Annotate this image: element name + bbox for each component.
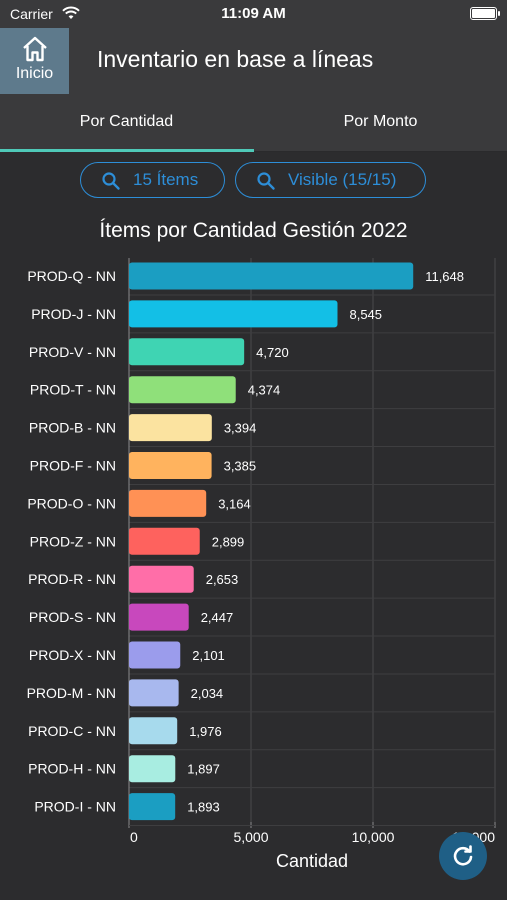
x-tick-label: 5,000 (233, 829, 268, 845)
x-axis-title: Cantidad (276, 851, 348, 871)
category-label: PROD-Q - NN (27, 268, 116, 284)
bar (129, 565, 194, 593)
category-label: PROD-O - NN (27, 495, 116, 511)
data-label: 2,101 (192, 648, 225, 663)
bar (129, 527, 200, 555)
data-label: 3,394 (224, 421, 257, 436)
data-label: 3,385 (224, 459, 257, 474)
data-label: 1,893 (187, 800, 220, 815)
category-label: PROD-F - NN (30, 458, 116, 474)
data-label: 2,653 (206, 572, 239, 587)
carrier-label: Carrier (10, 6, 53, 22)
data-label: 2,034 (191, 686, 224, 701)
x-tick-label: 10,000 (352, 829, 395, 845)
status-bar: Carrier 11:09 AM (0, 0, 507, 28)
bar (129, 755, 176, 783)
bar-chart: PROD-Q - NN 11,648 PROD-J - NN 8,545 PROD-V … (27, 258, 496, 871)
home-label: Inicio (15, 65, 54, 82)
bar (129, 679, 179, 707)
tab-por-monto[interactable]: Por Monto (343, 113, 418, 130)
bar (129, 414, 212, 442)
bar (129, 641, 181, 669)
wifi-icon (62, 6, 80, 25)
battery-icon (470, 7, 500, 20)
category-label: PROD-I - NN (34, 799, 116, 815)
category-label: PROD-X - NN (29, 647, 116, 663)
tab-bar: Por Cantidad Por Monto (0, 94, 507, 152)
tab-por-cantidad[interactable]: Por Cantidad (79, 113, 174, 130)
items-filter-button[interactable]: 15 Ítems (80, 162, 225, 198)
data-label: 1,976 (189, 724, 222, 739)
bar (129, 717, 178, 745)
bar (129, 489, 207, 517)
status-time: 11:09 AM (221, 5, 286, 22)
visible-filter-button[interactable]: Visible (15/15) (235, 162, 426, 198)
home-button[interactable]: Inicio (0, 28, 69, 94)
category-label: PROD-R - NN (28, 571, 116, 587)
data-label: 2,899 (212, 534, 245, 549)
data-label: 1,897 (187, 762, 220, 777)
category-label: PROD-Z - NN (30, 533, 116, 549)
category-label: PROD-H - NN (28, 761, 116, 777)
category-label: PROD-M - NN (27, 685, 116, 701)
x-tick-label: 0 (130, 829, 138, 845)
visible-filter-label: Visible (15/15) (288, 170, 397, 189)
bar (129, 793, 176, 821)
chart-title: Ítems por Cantidad Gestión 2022 (99, 219, 408, 242)
data-label: 4,374 (248, 383, 281, 398)
page-title: Inventario en base a líneas (97, 46, 374, 72)
bar (129, 338, 245, 366)
category-label: PROD-V - NN (29, 344, 116, 360)
data-label: 8,545 (349, 307, 382, 322)
category-label: PROD-J - NN (31, 306, 116, 322)
app-header: Inicio Inventario en base a líneas (0, 28, 507, 94)
data-label: 3,164 (218, 496, 251, 511)
bar (129, 300, 338, 328)
data-label: 2,447 (201, 610, 234, 625)
data-label: 11,648 (425, 269, 464, 284)
data-label: 4,720 (256, 345, 289, 360)
category-label: PROD-C - NN (28, 723, 116, 739)
bar (129, 603, 189, 631)
tab-indicator (0, 149, 254, 152)
bar (129, 376, 236, 404)
bar (129, 452, 212, 479)
items-filter-label: 15 Ítems (133, 170, 199, 189)
refresh-button[interactable] (439, 832, 487, 880)
category-label: PROD-S - NN (29, 609, 116, 625)
bar (129, 262, 414, 290)
category-label: PROD-B - NN (29, 420, 116, 436)
category-label: PROD-T - NN (30, 382, 116, 398)
